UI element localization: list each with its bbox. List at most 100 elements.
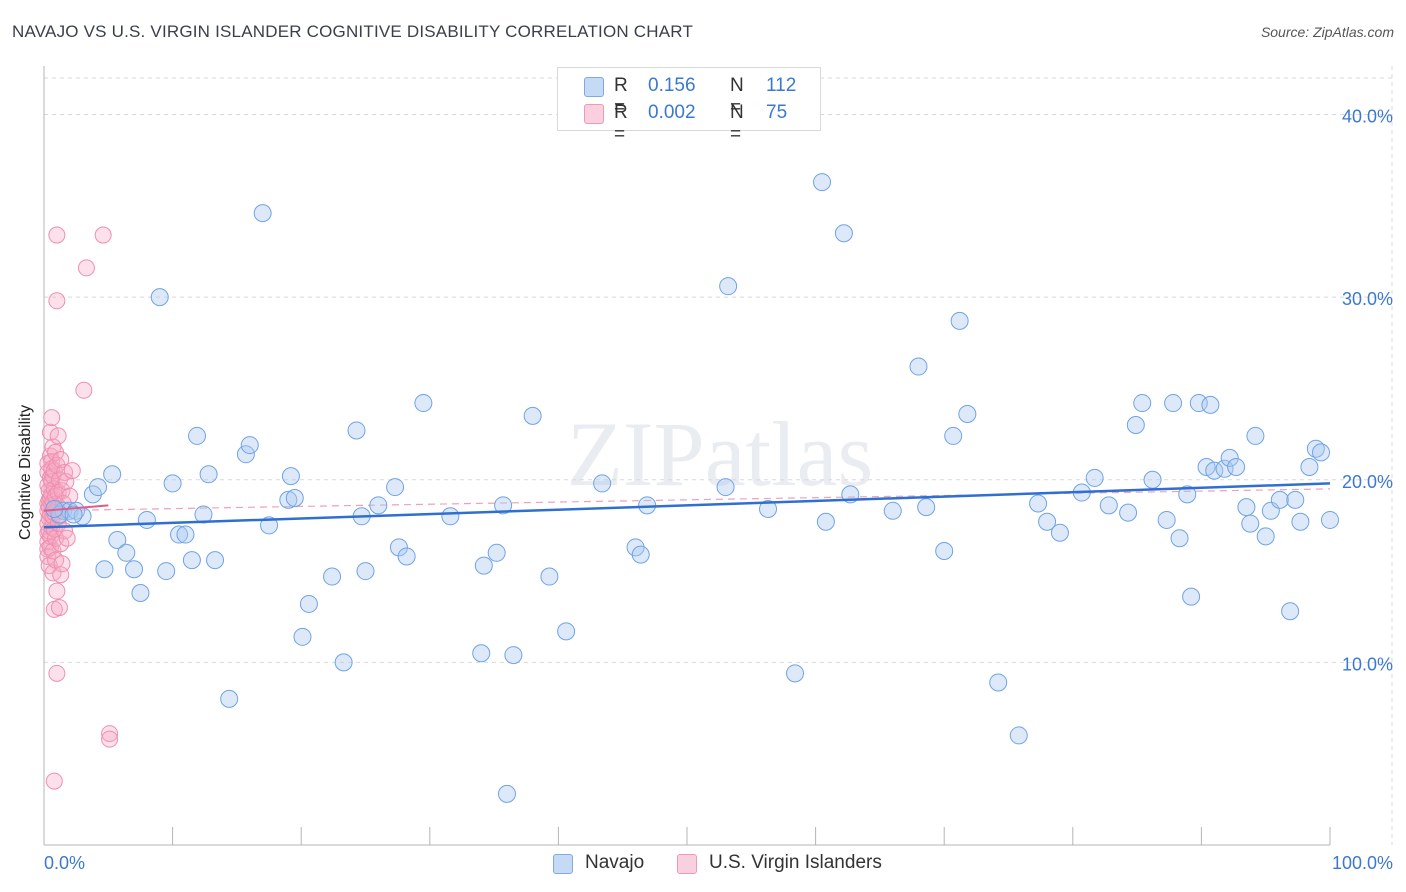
data-point-navajo [1085,468,1104,487]
data-point-navajo [1237,498,1256,517]
data-point-navajo [1126,415,1145,434]
data-point-navajo [883,501,902,520]
bottom-legend-label-virgin-islanders: U.S. Virgin Islanders [709,852,882,873]
data-point-navajo [170,525,189,544]
data-point-virgin-islanders [61,487,79,505]
data-point-navajo [944,426,963,445]
bottom-legend-swatch-virgin-islanders [677,854,697,874]
data-point-navajo [1009,726,1028,745]
data-point-navajo [89,478,108,497]
data-point-navajo [1246,426,1265,445]
data-point-navajo [397,547,416,566]
data-point-navajo [150,288,169,307]
data-point-navajo [389,538,408,557]
data-point-navajo [1178,485,1197,504]
data-point-navajo [236,445,255,464]
data-point-navajo [108,531,127,550]
data-point-navajo [323,567,342,586]
data-point-navajo [199,465,218,484]
data-point-navajo [523,406,542,425]
data-point-navajo [64,505,83,524]
data-point-virgin-islanders [45,772,63,790]
data-point-navajo [176,525,195,544]
data-point-navajo [557,622,576,641]
data-point-navajo [989,673,1008,692]
data-point-navajo [240,436,259,455]
data-points [39,173,1339,803]
x-tick-label: 100.0% [1332,853,1393,873]
data-point-navajo [719,277,738,296]
y-axis-label: Cognitive Disability [17,404,34,540]
data-point-navajo [834,224,853,243]
data-point-virgin-islanders [41,423,59,441]
data-point-navajo [1133,394,1152,413]
data-point-navajo [759,499,778,518]
data-point-navajo [260,516,279,535]
data-point-navajo [131,583,150,602]
data-point-navajo [504,646,523,665]
trend-line-virgin-islanders [43,504,109,512]
data-point-navajo [1220,448,1239,467]
data-point-navajo [1215,459,1234,478]
data-point-navajo [1227,457,1246,476]
data-point-navajo [117,543,136,562]
data-point-navajo [1286,490,1305,509]
x-tick-label: 0.0% [44,853,85,873]
data-point-navajo [472,644,491,663]
data-point-navajo [414,394,433,413]
data-point-navajo [1306,439,1325,458]
legend-n-label: N = [730,102,744,145]
data-point-navajo [917,498,936,517]
data-point-navajo [786,664,805,683]
data-point-navajo [1291,512,1310,531]
y-tick-label: 40.0% [1342,107,1393,127]
data-point-virgin-islanders [50,599,68,617]
legend-swatch-virgin-islanders [584,104,604,124]
data-point-navajo [281,467,300,486]
data-point-virgin-islanders [94,226,112,244]
data-point-navajo [935,541,954,560]
data-point-navajo [299,594,318,613]
data-point-navajo [813,173,832,192]
data-point-navajo [909,357,928,376]
y-tick-label: 20.0% [1342,472,1393,492]
data-point-navajo [487,543,506,562]
data-point-navajo [1119,503,1138,522]
grid-lines [44,66,1393,845]
data-point-navajo [206,551,225,570]
data-point-navajo [1050,523,1069,542]
data-point-navajo [716,478,735,497]
data-point-navajo [1157,510,1176,529]
data-point-virgin-islanders [49,427,67,445]
data-point-navajo [494,496,513,515]
data-point-navajo [1300,457,1319,476]
legend-r-value: 0.156 [648,75,696,96]
data-point-navajo [253,204,272,223]
trend-line-virgin-islanders-extended [43,488,1331,512]
axes [43,66,1331,846]
data-point-navajo [950,311,969,330]
legend-n-label: N = [730,75,744,118]
trend-line-navajo [43,482,1331,529]
data-point-navajo [95,560,114,579]
watermark: ZIPatlas [567,403,874,505]
bottom-legend-label-navajo: Navajo [585,852,645,873]
data-point-navajo [125,560,144,579]
data-point-navajo [474,556,493,575]
data-point-navajo [1164,394,1183,413]
data-point-navajo [182,551,201,570]
data-point-virgin-islanders [52,451,70,469]
data-point-navajo [1170,529,1189,548]
bottom-legend-swatch-navajo [553,854,573,874]
data-point-virgin-islanders [77,259,95,277]
y-tick-label: 10.0% [1342,654,1393,674]
data-point-navajo [163,474,182,493]
data-point-virgin-islanders [53,555,71,573]
tick-labels: 10.0% 20.0% 30.0% 40.0% 0.0% 100.0% [44,107,1393,873]
chart-title: NAVAJO VS U.S. VIRGIN ISLANDER COGNITIVE… [12,22,694,41]
data-point-virgin-islanders [43,409,61,427]
trend-lines [43,488,1331,512]
data-point-virgin-islanders [48,664,66,682]
data-point-navajo [1241,514,1260,533]
